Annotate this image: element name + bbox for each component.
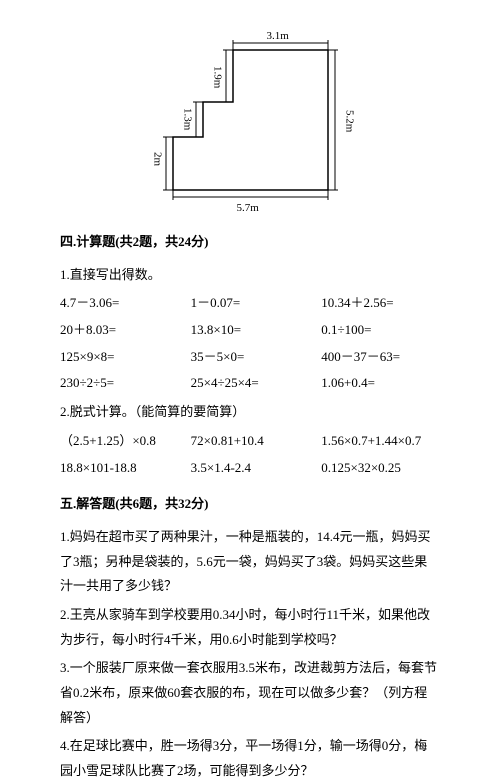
q1-cell: 20＋8.03= — [60, 318, 191, 343]
q2-cell: 3.5×1.4-2.4 — [191, 456, 322, 481]
q1-cell: 125×9×8= — [60, 345, 191, 370]
q2-cell: 18.8×101-18.8 — [60, 456, 191, 481]
q1-row-0: 4.7－3.06= 1－0.07= 10.34＋2.56= — [60, 291, 440, 316]
stair-figure: 3.1m 1.9m 1.3m 2m 5.7m 5.2m — [163, 40, 338, 200]
q1-cell: 0.1÷100= — [321, 318, 440, 343]
section4-header: 四.计算题(共2题，共24分) — [60, 230, 440, 255]
q1-cell: 13.8×10= — [191, 318, 322, 343]
q1-cell: 1－0.07= — [191, 291, 322, 316]
label-top: 3.1m — [267, 26, 289, 47]
section5-header: 五.解答题(共6题，共32分) — [60, 492, 440, 517]
q1-cell: 25×4÷25×4= — [191, 371, 322, 396]
q2-cell: 1.56×0.7+1.44×0.7 — [321, 429, 440, 454]
p5-4: 4.在足球比赛中，胜一场得3分，平一场得1分，输一场得0分，梅园小雪足球队比赛了… — [60, 734, 440, 783]
q2-label: 2.脱式计算。（能简算的要简算） — [60, 400, 440, 425]
label-bottom: 5.7m — [237, 198, 259, 219]
q2-cell: 0.125×32×0.25 — [321, 456, 440, 481]
q1-cell: 10.34＋2.56= — [321, 291, 440, 316]
p5-1: 1.妈妈在超市买了两种果汁，一种是瓶装的，14.4元一瓶，妈妈买了3瓶；另种是袋… — [60, 525, 440, 599]
label-upperleft: 1.9m — [207, 66, 228, 88]
label-right: 5.2m — [339, 110, 360, 132]
figure-container: 3.1m 1.9m 1.3m 2m 5.7m 5.2m — [60, 40, 440, 200]
q1-label: 1.直接写出得数。 — [60, 263, 440, 288]
q1-cell: 35－5×0= — [191, 345, 322, 370]
q2-row-1: 18.8×101-18.8 3.5×1.4-2.4 0.125×32×0.25 — [60, 456, 440, 481]
q2-row-0: （2.5+1.25）×0.8 72×0.81+10.4 1.56×0.7+1.4… — [60, 429, 440, 454]
label-mid: 1.3m — [177, 108, 198, 130]
p5-2: 2.王亮从家骑车到学校要用0.34小时，每小时行11千米，如果他改为步行，每小时… — [60, 603, 440, 652]
p5-3: 3.一个服装厂原来做一套衣服用3.5米布，改进裁剪方法后，每套节省0.2米布，原… — [60, 656, 440, 730]
q1-cell: 230÷2÷5= — [60, 371, 191, 396]
q1-row-3: 230÷2÷5= 25×4÷25×4= 1.06+0.4= — [60, 371, 440, 396]
q1-cell: 1.06+0.4= — [321, 371, 440, 396]
q2-cell: 72×0.81+10.4 — [191, 429, 322, 454]
q1-row-1: 20＋8.03= 13.8×10= 0.1÷100= — [60, 318, 440, 343]
q1-cell: 400－37－63= — [321, 345, 440, 370]
q1-cell: 4.7－3.06= — [60, 291, 191, 316]
label-lowerleft: 2m — [147, 152, 168, 166]
q1-row-2: 125×9×8= 35－5×0= 400－37－63= — [60, 345, 440, 370]
q2-cell: （2.5+1.25）×0.8 — [60, 429, 191, 454]
